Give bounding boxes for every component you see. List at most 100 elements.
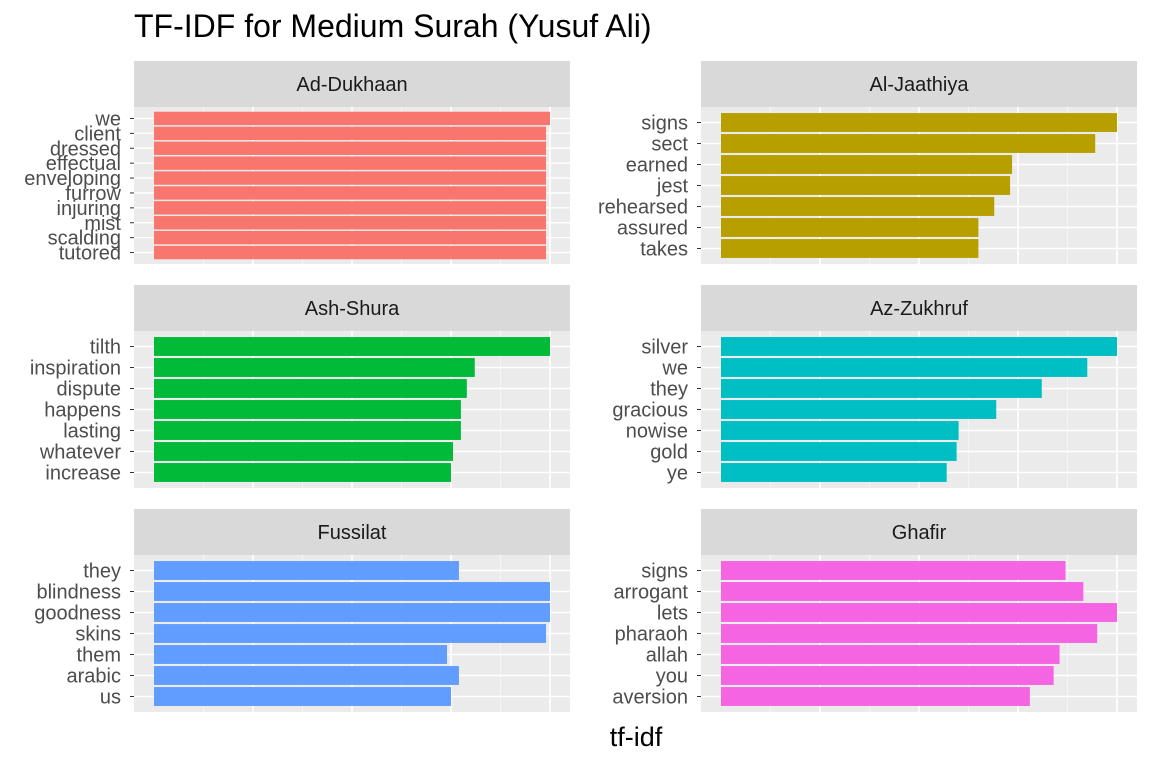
category-tick-label: silver	[641, 337, 688, 359]
category-tick-label: you	[656, 666, 688, 688]
category-tick-label: lets	[657, 603, 688, 625]
category-tick-label: scalding	[48, 228, 121, 250]
category-tick-label: signs	[641, 561, 688, 583]
bar	[154, 463, 451, 482]
bar	[721, 603, 1117, 622]
bar	[154, 442, 453, 461]
bar	[721, 358, 1088, 377]
category-tick-label: jest	[656, 176, 689, 198]
bar	[154, 666, 459, 685]
category-tick-label: sect	[651, 134, 688, 156]
bar	[154, 245, 547, 260]
category-tick-label: enveloping	[24, 168, 121, 190]
facet-strip	[701, 509, 1137, 555]
bar	[721, 687, 1030, 706]
facet-panel: Al-Jaathiya signssectearnedjestrehearseda…	[598, 61, 1137, 264]
bar	[154, 624, 547, 643]
facet-panel: Ad-Dukhaan weclientdressedeffectualenvelo…	[24, 61, 570, 265]
category-tick-label: inspiration	[30, 358, 121, 380]
category-tick-label: lasting	[63, 421, 121, 443]
bar	[154, 171, 547, 185]
facet-strip-label: Az-Zukhruf	[870, 298, 968, 320]
bar	[721, 561, 1066, 580]
bar	[154, 421, 461, 440]
bar	[721, 155, 1013, 174]
category-tick-label: they	[650, 379, 688, 401]
facet-panel: Ghafir signsarrogantletspharaohallahyouav…	[612, 509, 1137, 712]
bar	[721, 197, 995, 216]
category-tick-label: assured	[617, 218, 688, 240]
bar	[154, 141, 547, 155]
category-tick-label: signs	[641, 113, 688, 135]
bar	[154, 603, 550, 622]
facet-strip-label: Ad-Dukhaan	[296, 74, 407, 96]
category-tick-label: we	[661, 358, 688, 380]
bar	[721, 624, 1098, 643]
bar	[154, 337, 550, 356]
bar	[721, 442, 957, 461]
category-tick-label: happens	[44, 400, 121, 422]
bar	[721, 134, 1096, 153]
facet-strip	[701, 61, 1137, 107]
category-tick-label: takes	[640, 239, 688, 261]
facet-panel: Fussilat theyblindnessgoodnessskinsthemar…	[34, 509, 570, 712]
bar	[721, 400, 997, 419]
bar	[721, 218, 979, 237]
category-tick-label: us	[100, 687, 121, 709]
category-tick-label: goodness	[34, 603, 121, 625]
category-tick-label: tutored	[59, 243, 121, 265]
facet-strip-label: Ghafir	[892, 522, 947, 544]
facet-strip	[134, 509, 570, 555]
category-tick-label: client	[74, 123, 121, 145]
facet-strip-label: Fussilat	[318, 522, 387, 544]
category-tick-label: aversion	[612, 687, 688, 709]
bar	[154, 230, 547, 245]
bar	[721, 379, 1042, 398]
bar	[154, 186, 547, 200]
category-tick-label: allah	[646, 645, 688, 667]
category-tick-label: effectual	[46, 153, 121, 175]
bar	[721, 582, 1084, 601]
category-tick-label: we	[94, 108, 121, 130]
category-tick-label: nowise	[626, 421, 688, 443]
bar	[154, 201, 547, 215]
category-tick-label: skins	[75, 624, 121, 646]
category-tick-label: blindness	[36, 582, 121, 604]
category-tick-label: furrow	[65, 183, 121, 205]
category-tick-label: gold	[650, 442, 688, 464]
bar	[154, 400, 461, 419]
facet-strip	[701, 285, 1137, 331]
bar	[154, 358, 475, 377]
bar	[154, 645, 448, 664]
bar	[154, 561, 459, 580]
chart-title: TF-IDF for Medium Surah (Yusuf Ali)	[134, 8, 652, 44]
category-tick-label: rehearsed	[598, 197, 688, 219]
bar	[154, 216, 547, 230]
bar	[154, 111, 550, 126]
category-tick-label: injuring	[57, 198, 121, 220]
category-tick-label: increase	[45, 463, 121, 485]
bar	[154, 156, 547, 170]
category-tick-label: ye	[667, 463, 688, 485]
bar	[721, 645, 1060, 664]
category-tick-label: gracious	[612, 400, 688, 422]
bar	[721, 337, 1117, 356]
category-tick-label: them	[77, 645, 121, 667]
x-axis-label: tf-idf	[609, 722, 663, 752]
bar	[721, 113, 1117, 132]
bar	[721, 666, 1054, 685]
facet-strip-label: Al-Jaathiya	[870, 74, 970, 96]
facet-strip	[134, 285, 570, 331]
category-tick-label: they	[83, 561, 121, 583]
bar	[721, 176, 1011, 195]
facet-panel: Az-Zukhruf silverwetheygraciousnowisegold…	[612, 285, 1137, 488]
category-tick-label: dispute	[57, 379, 122, 401]
category-tick-label: dressed	[50, 138, 121, 160]
facet-strip-label: Ash-Shura	[305, 298, 400, 320]
category-tick-label: mist	[84, 213, 121, 235]
bar	[721, 239, 979, 258]
category-tick-label: pharaoh	[615, 624, 688, 646]
bar	[721, 463, 947, 482]
category-tick-label: whatever	[39, 442, 121, 464]
